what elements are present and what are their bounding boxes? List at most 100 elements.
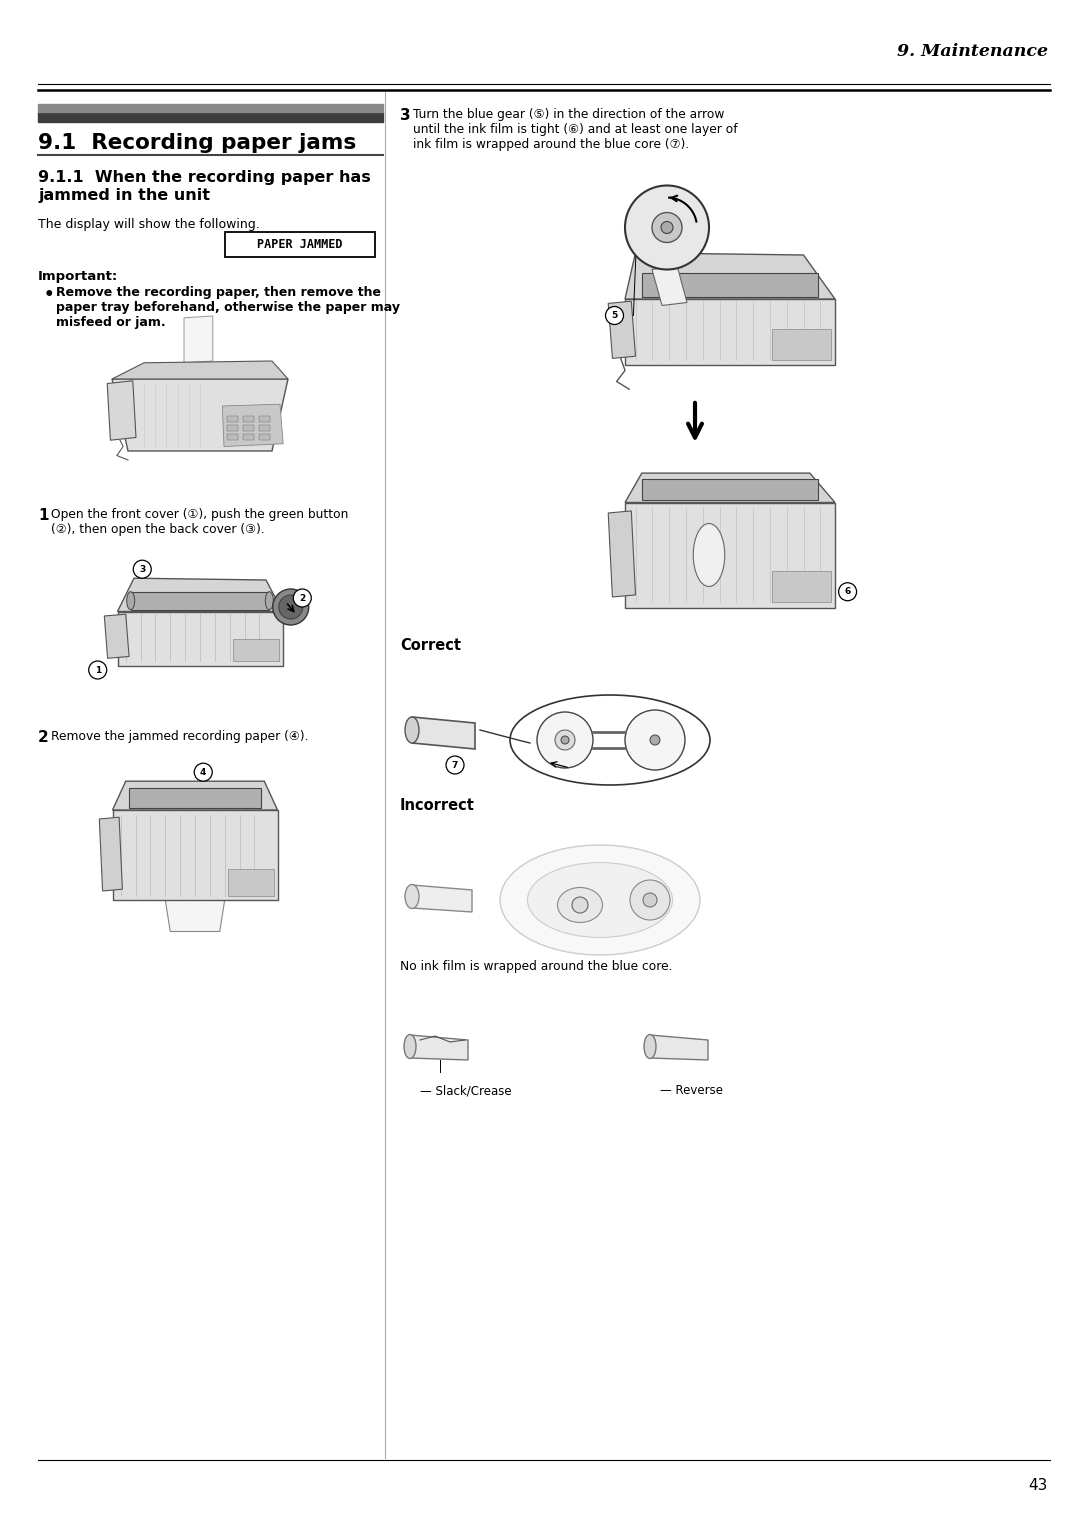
Text: 9.1.1  When the recording paper has: 9.1.1 When the recording paper has xyxy=(38,170,370,185)
Bar xyxy=(131,591,269,610)
Bar xyxy=(38,112,383,122)
Text: 3: 3 xyxy=(400,108,410,122)
Bar xyxy=(642,272,819,296)
Text: 3: 3 xyxy=(139,565,146,573)
Text: Open the front cover (①), push the green button: Open the front cover (①), push the green… xyxy=(51,507,349,521)
Circle shape xyxy=(446,756,464,775)
Bar xyxy=(129,788,261,808)
Circle shape xyxy=(561,736,569,744)
Ellipse shape xyxy=(693,524,725,587)
Polygon shape xyxy=(625,474,835,503)
Text: Remove the jammed recording paper (④).: Remove the jammed recording paper (④). xyxy=(51,730,309,743)
Bar xyxy=(112,810,278,900)
Text: — Reverse: — Reverse xyxy=(660,1083,723,1097)
Ellipse shape xyxy=(644,1034,656,1059)
Text: Turn the blue gear (⑤) in the direction of the arrow: Turn the blue gear (⑤) in the direction … xyxy=(413,108,725,121)
Bar xyxy=(233,639,280,662)
Text: until the ink film is tight (⑥) and at least one layer of: until the ink film is tight (⑥) and at l… xyxy=(413,122,738,136)
Circle shape xyxy=(652,212,681,243)
Circle shape xyxy=(606,307,623,324)
Polygon shape xyxy=(118,578,283,611)
Polygon shape xyxy=(411,885,472,912)
Circle shape xyxy=(625,711,685,770)
Polygon shape xyxy=(625,252,835,299)
Circle shape xyxy=(537,712,593,769)
Circle shape xyxy=(273,588,309,625)
Bar xyxy=(642,480,819,500)
Text: Tight: Tight xyxy=(585,732,615,746)
Ellipse shape xyxy=(500,845,700,955)
Circle shape xyxy=(555,730,575,750)
Text: 9.1  Recording paper jams: 9.1 Recording paper jams xyxy=(38,133,356,153)
Ellipse shape xyxy=(126,591,135,610)
Text: Incorrect: Incorrect xyxy=(400,798,475,813)
Polygon shape xyxy=(222,405,283,446)
Circle shape xyxy=(133,561,151,578)
Ellipse shape xyxy=(405,885,419,909)
Bar xyxy=(772,571,831,602)
Text: — Slack/Crease: — Slack/Crease xyxy=(420,1083,512,1097)
Circle shape xyxy=(294,588,311,607)
Polygon shape xyxy=(652,266,687,306)
Polygon shape xyxy=(105,614,129,659)
Bar xyxy=(227,425,239,431)
Ellipse shape xyxy=(557,888,603,923)
Text: PAPER JAMMED: PAPER JAMMED xyxy=(257,238,342,251)
Text: jammed in the unit: jammed in the unit xyxy=(38,188,210,203)
Polygon shape xyxy=(608,510,635,597)
Circle shape xyxy=(572,897,588,914)
Polygon shape xyxy=(107,380,136,440)
Circle shape xyxy=(625,185,708,269)
Polygon shape xyxy=(184,316,213,362)
Text: 1 turn: 1 turn xyxy=(582,772,618,785)
Bar xyxy=(227,416,239,422)
Bar xyxy=(259,434,270,440)
Polygon shape xyxy=(118,611,283,666)
Circle shape xyxy=(194,762,213,781)
Circle shape xyxy=(650,735,660,746)
Polygon shape xyxy=(99,817,122,891)
Text: 2: 2 xyxy=(38,730,49,746)
Bar xyxy=(625,503,835,608)
Circle shape xyxy=(630,880,670,920)
Text: Important:: Important: xyxy=(38,270,118,283)
Polygon shape xyxy=(608,301,635,359)
Circle shape xyxy=(838,582,856,601)
Polygon shape xyxy=(165,900,225,932)
Text: 43: 43 xyxy=(1028,1478,1048,1493)
Bar xyxy=(259,425,270,431)
Polygon shape xyxy=(112,361,288,379)
Text: 1: 1 xyxy=(38,507,49,523)
Text: •: • xyxy=(44,286,55,304)
Text: 4: 4 xyxy=(200,767,206,776)
Polygon shape xyxy=(410,1034,468,1060)
Bar xyxy=(772,329,831,359)
Polygon shape xyxy=(112,379,288,451)
Ellipse shape xyxy=(266,591,273,610)
Ellipse shape xyxy=(404,1034,416,1059)
Text: 7: 7 xyxy=(451,761,458,770)
Bar xyxy=(243,434,255,440)
Text: (②), then open the back cover (③).: (②), then open the back cover (③). xyxy=(51,523,265,536)
Text: 1: 1 xyxy=(95,666,100,674)
Bar xyxy=(243,416,255,422)
Text: The display will show the following.: The display will show the following. xyxy=(38,219,260,231)
Ellipse shape xyxy=(405,717,419,743)
Bar xyxy=(225,232,375,257)
Text: 5: 5 xyxy=(611,312,618,319)
Bar xyxy=(227,434,239,440)
Bar xyxy=(259,416,270,422)
Text: Remove the recording paper, then remove the: Remove the recording paper, then remove … xyxy=(56,286,381,299)
Text: paper tray beforehand, otherwise the paper may: paper tray beforehand, otherwise the pap… xyxy=(56,301,400,313)
Text: ink film is wrapped around the blue core (⑦).: ink film is wrapped around the blue core… xyxy=(413,138,689,151)
Circle shape xyxy=(279,594,302,619)
Circle shape xyxy=(89,662,107,678)
Text: 9. Maintenance: 9. Maintenance xyxy=(897,43,1048,60)
Bar xyxy=(38,104,383,112)
Text: No ink film is wrapped around the blue core.: No ink film is wrapped around the blue c… xyxy=(400,960,673,973)
Circle shape xyxy=(643,892,657,908)
Text: Correct: Correct xyxy=(400,639,461,652)
Polygon shape xyxy=(650,1034,708,1060)
Text: 2: 2 xyxy=(299,593,306,602)
Text: 6: 6 xyxy=(845,587,851,596)
